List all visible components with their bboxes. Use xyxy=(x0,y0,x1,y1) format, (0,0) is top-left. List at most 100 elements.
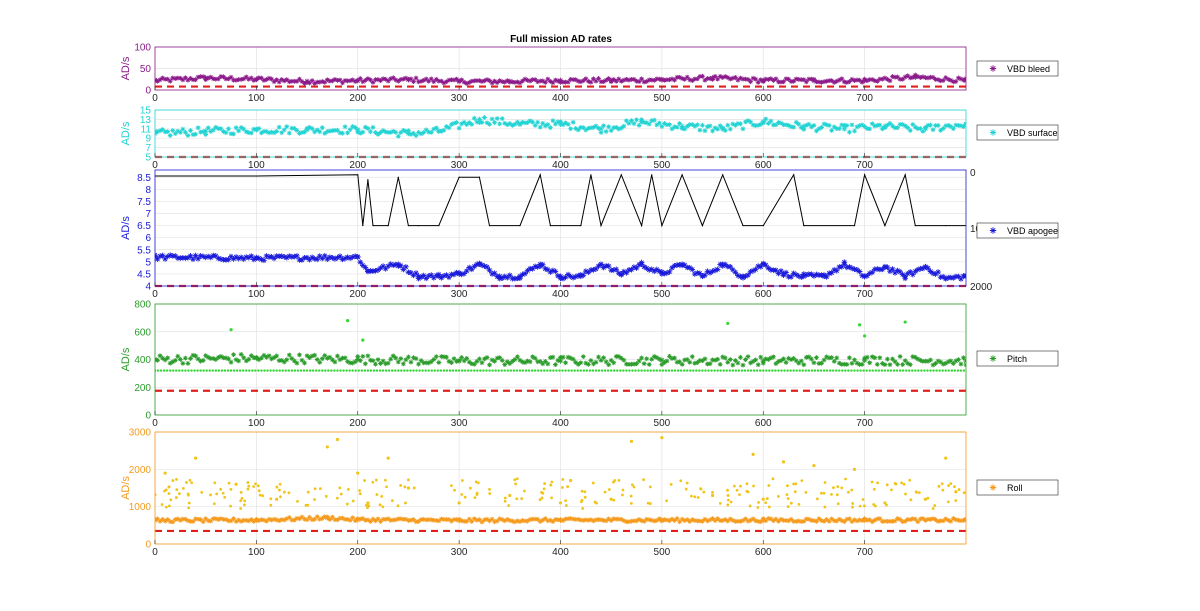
data-point xyxy=(582,369,586,372)
data-point xyxy=(789,369,792,372)
data-point xyxy=(383,361,389,367)
data-point xyxy=(335,437,340,442)
data-point xyxy=(175,488,179,492)
data-point xyxy=(373,130,378,135)
data-point xyxy=(307,124,312,130)
data-point xyxy=(846,264,853,270)
data-point xyxy=(748,79,753,85)
data-point xyxy=(617,478,621,482)
data-point xyxy=(252,485,256,488)
data-point xyxy=(665,499,669,503)
legend: Roll xyxy=(976,479,1059,496)
data-point xyxy=(453,488,456,492)
data-point xyxy=(958,518,964,524)
data-point xyxy=(278,369,281,372)
data-point xyxy=(345,502,349,506)
data-point xyxy=(651,77,657,83)
data-point xyxy=(697,74,703,79)
data-point xyxy=(679,516,685,522)
data-point xyxy=(187,506,191,510)
data-point xyxy=(735,360,741,366)
data-point xyxy=(162,518,168,524)
data-point xyxy=(689,354,695,360)
data-point xyxy=(205,369,208,372)
data-point xyxy=(606,76,612,81)
data-point xyxy=(725,359,731,365)
data-point xyxy=(758,354,764,360)
data-point xyxy=(829,516,835,522)
data-point xyxy=(897,354,903,359)
data-point xyxy=(228,253,234,260)
data-point xyxy=(847,490,850,494)
data-point xyxy=(439,369,443,372)
data-point xyxy=(363,369,367,372)
data-point xyxy=(208,369,211,372)
data-point xyxy=(408,359,414,365)
data-point xyxy=(314,514,320,520)
data-point xyxy=(421,369,424,372)
data-point xyxy=(727,76,733,82)
data-point xyxy=(717,73,723,79)
data-point xyxy=(908,478,912,482)
data-point xyxy=(312,352,318,358)
data-point xyxy=(338,486,342,490)
data-point xyxy=(659,357,665,363)
data-point xyxy=(405,130,412,137)
data-point xyxy=(716,369,719,372)
data-point xyxy=(213,516,219,522)
data-point xyxy=(461,358,467,364)
data-point xyxy=(839,122,845,128)
data-point xyxy=(388,356,394,362)
data-point xyxy=(776,120,781,125)
data-point xyxy=(814,518,819,524)
data-point xyxy=(912,516,918,522)
data-point xyxy=(436,273,442,280)
data-point xyxy=(494,116,500,121)
data-point xyxy=(872,355,878,361)
data-point xyxy=(768,369,771,372)
data-point xyxy=(856,268,863,275)
data-point xyxy=(694,360,700,365)
data-point xyxy=(570,119,576,125)
data-point xyxy=(871,266,878,273)
data-point xyxy=(824,122,830,128)
data-point xyxy=(902,123,908,129)
data-point xyxy=(517,357,523,363)
data-layer xyxy=(155,436,966,525)
data-point xyxy=(841,126,848,132)
data-point xyxy=(679,76,685,81)
data-point xyxy=(847,355,852,361)
data-point xyxy=(390,262,397,269)
data-point xyxy=(218,126,224,132)
data-point xyxy=(656,356,662,362)
line-point xyxy=(641,224,643,227)
data-point xyxy=(646,362,652,367)
line-point xyxy=(884,224,886,227)
data-point xyxy=(547,355,553,361)
data-point xyxy=(482,115,487,120)
data-point xyxy=(725,518,731,524)
data-point xyxy=(218,516,224,522)
data-point xyxy=(579,369,582,372)
data-point xyxy=(651,117,657,123)
data-point xyxy=(415,273,422,280)
data-point xyxy=(905,73,911,79)
data-point xyxy=(512,519,518,525)
data-point xyxy=(275,497,279,501)
data-point xyxy=(955,75,961,81)
data-point xyxy=(788,516,794,522)
data-point xyxy=(327,78,333,84)
data-point xyxy=(933,517,938,522)
data-point xyxy=(461,119,467,125)
data-point xyxy=(446,125,452,131)
data-point xyxy=(441,517,447,522)
data-point xyxy=(715,516,721,521)
data-point xyxy=(177,75,183,81)
data-point xyxy=(726,488,729,492)
data-point xyxy=(803,354,809,360)
data-point xyxy=(816,516,822,522)
data-point xyxy=(491,270,498,276)
data-point xyxy=(162,129,168,135)
data-point xyxy=(867,360,873,366)
data-point xyxy=(431,79,437,85)
